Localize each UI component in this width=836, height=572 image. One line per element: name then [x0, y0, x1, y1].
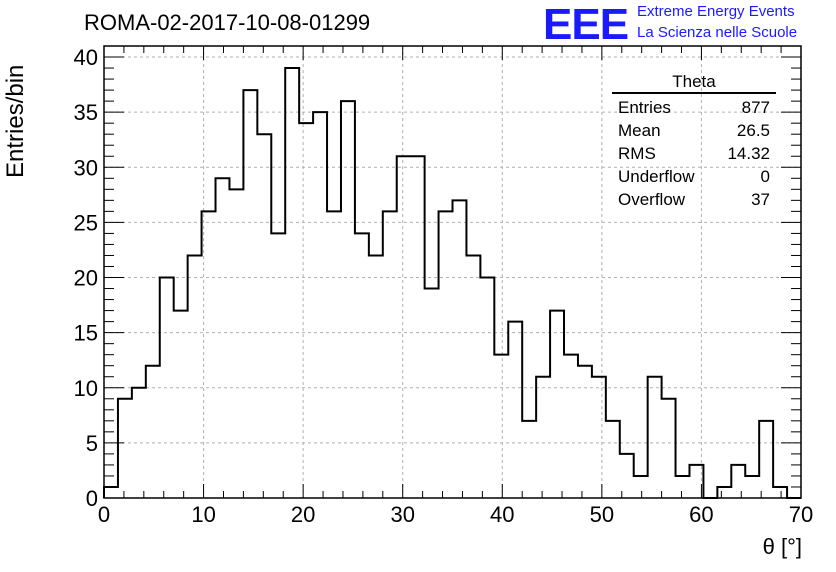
axis-ticks — [103, 45, 802, 499]
y-tick-label: 40 — [74, 45, 98, 70]
x-tick-label: 30 — [390, 502, 414, 527]
stats-row-overflow: Overflow 37 — [612, 188, 776, 211]
stats-label: Mean — [618, 121, 661, 140]
stats-row-mean: Mean 26.5 — [612, 119, 776, 142]
stats-value: 14.32 — [727, 144, 770, 163]
y-tick-label: 30 — [74, 155, 98, 180]
plot-frame — [103, 45, 802, 499]
y-tick-label: 25 — [74, 210, 98, 235]
stats-title: Theta — [672, 72, 716, 91]
x-tick-label: 60 — [689, 502, 713, 527]
grid-lines — [104, 46, 801, 498]
histogram-line — [103, 67, 801, 499]
x-tick-label: 40 — [490, 502, 514, 527]
stats-value: 37 — [751, 190, 770, 209]
stats-row-rms: RMS 14.32 — [612, 142, 776, 165]
eee-logo: EEE — [543, 0, 629, 49]
y-axis-label: Entries/bin — [2, 64, 29, 178]
y-tick-label: 35 — [74, 100, 98, 125]
stats-row-entries: Entries 877 — [612, 96, 776, 119]
stats-value: 26.5 — [736, 121, 770, 140]
x-tick-label: 50 — [590, 502, 614, 527]
plot-title: ROMA-02-2017-10-08-01299 — [84, 10, 371, 35]
x-tick-label: 0 — [98, 502, 110, 527]
stats-value: 877 — [741, 98, 770, 117]
stats-row-underflow: Underflow 0 — [612, 165, 776, 188]
logo-caption-line1: Extreme Energy Events — [637, 3, 795, 20]
y-tick-label: 5 — [86, 431, 98, 456]
y-tick-label: 20 — [74, 266, 98, 291]
y-tick-label: 0 — [86, 486, 98, 511]
y-tick-label: 10 — [74, 376, 98, 401]
stats-box: Theta Entries 877 Mean 26.5 RMS 14.32 Un… — [612, 72, 776, 211]
x-tick-label: 20 — [291, 502, 315, 527]
stats-label: Underflow — [618, 167, 695, 186]
tick-labels: 0 10 20 30 40 50 60 70 0 5 10 15 20 25 30 35 40 — [74, 45, 814, 527]
stats-label: Overflow — [618, 190, 686, 209]
stats-label: RMS — [618, 144, 656, 163]
logo-caption-line2: La Scienza nelle Scuole — [637, 24, 798, 41]
x-tick-label: 70 — [789, 502, 813, 527]
stats-divider — [612, 92, 776, 94]
x-tick-label: 10 — [191, 502, 215, 527]
stats-label: Entries — [618, 98, 671, 117]
y-tick-label: 15 — [74, 321, 98, 346]
x-axis-label: θ [°] — [762, 534, 802, 559]
stats-value: 0 — [760, 167, 770, 186]
